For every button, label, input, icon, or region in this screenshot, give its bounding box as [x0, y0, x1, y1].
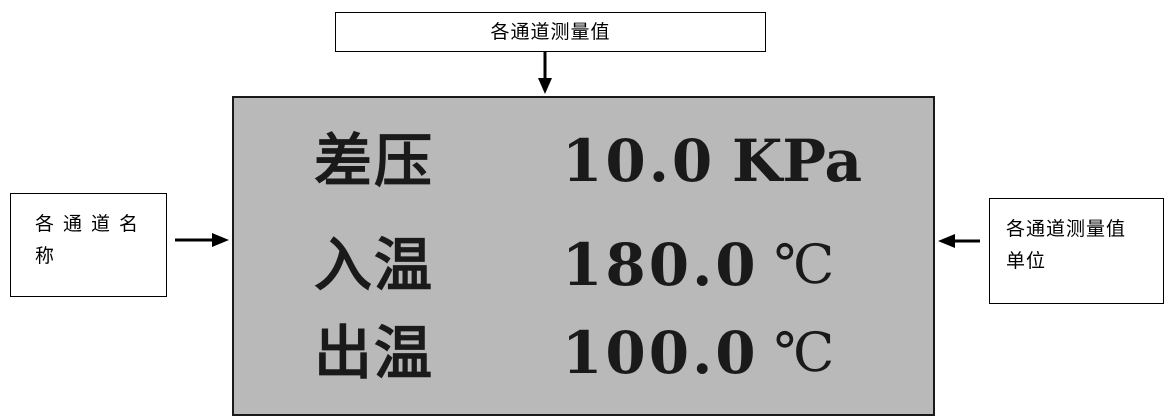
unit-callout-line2: 单位	[1006, 250, 1047, 273]
channel-value: 100.0	[562, 319, 759, 387]
channel-value: 180.0	[562, 231, 759, 299]
channel-value: 10.0	[562, 127, 716, 195]
channel-unit: ℃	[774, 321, 835, 384]
callout-arrows	[175, 52, 980, 248]
channel-unit: KPa	[732, 127, 863, 195]
unit-callout: 各通道测量值 单位	[989, 198, 1164, 304]
channel-row: 出温 100.0 ℃	[234, 308, 933, 398]
channel-name-callout: 各通道名 称	[10, 193, 167, 297]
right-arrow-head	[938, 234, 955, 248]
channel-row: 入温 180.0 ℃	[234, 220, 933, 310]
channel-name: 入温	[314, 231, 435, 299]
measured-value-callout: 各通道测量值	[335, 12, 766, 52]
unit-callout-line1: 各通道测量值	[1006, 218, 1127, 240]
channel-name: 出温	[314, 319, 435, 387]
channel-row: 差压 10.0 KPa	[234, 116, 933, 206]
lcd-display-panel: 差压 10.0 KPa 入温 180.0 ℃ 出温 100.0 ℃	[232, 96, 935, 416]
left-arrow-head	[212, 233, 229, 247]
measured-value-callout-text: 各通道测量值	[490, 20, 611, 43]
channel-unit: ℃	[774, 233, 835, 296]
channel-name-callout-line1: 各通道名	[35, 213, 148, 235]
channel-name-callout-line2: 称	[35, 245, 64, 268]
channel-name: 差压	[314, 127, 435, 195]
top-arrow-head	[538, 78, 552, 94]
